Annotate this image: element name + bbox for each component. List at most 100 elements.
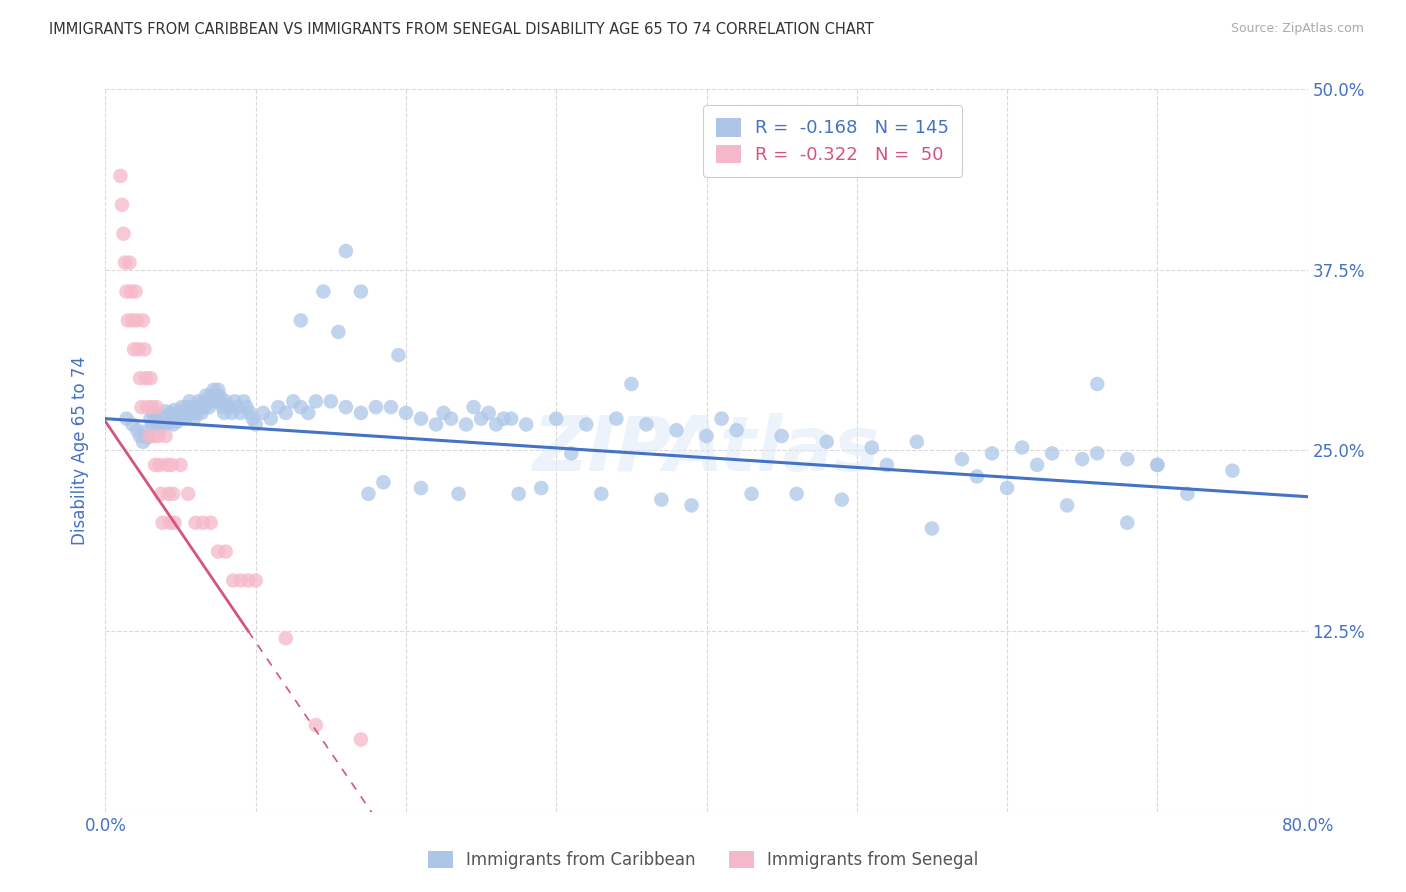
Point	[198, 400, 221, 414]
Point	[167, 406, 190, 420]
Point	[184, 400, 207, 414]
Point	[114, 255, 136, 269]
Point	[155, 404, 177, 418]
Point	[995, 481, 1018, 495]
Point	[115, 411, 138, 425]
Point	[1056, 499, 1078, 513]
Point	[305, 394, 328, 409]
Point	[186, 406, 208, 420]
Point	[136, 400, 159, 414]
Point	[184, 516, 207, 530]
Point	[470, 411, 492, 425]
Point	[1026, 458, 1049, 472]
Point	[191, 394, 214, 409]
Point	[1040, 446, 1063, 460]
Point	[120, 285, 142, 299]
Point	[212, 406, 235, 420]
Point	[905, 434, 928, 449]
Point	[245, 417, 267, 432]
Point	[162, 417, 184, 432]
Point	[163, 516, 186, 530]
Point	[138, 429, 160, 443]
Point	[860, 441, 883, 455]
Point	[267, 400, 290, 414]
Point	[201, 394, 224, 409]
Point	[132, 313, 155, 327]
Point	[173, 406, 195, 420]
Point	[153, 416, 176, 430]
Point	[202, 383, 225, 397]
Point	[207, 383, 229, 397]
Point	[425, 417, 447, 432]
Point	[1085, 376, 1108, 391]
Point	[252, 406, 274, 420]
Point	[350, 732, 373, 747]
Text: ZIPAtlas: ZIPAtlas	[533, 414, 880, 487]
Point	[160, 411, 183, 425]
Point	[166, 415, 188, 429]
Point	[226, 400, 249, 414]
Point	[1071, 452, 1094, 467]
Point	[115, 285, 138, 299]
Point	[1011, 441, 1033, 455]
Point	[118, 255, 141, 269]
Point	[373, 475, 395, 490]
Point	[1146, 458, 1168, 472]
Point	[188, 400, 211, 414]
Point	[290, 400, 312, 414]
Point	[560, 446, 582, 460]
Point	[174, 411, 197, 425]
Point	[141, 400, 163, 414]
Point	[152, 410, 174, 425]
Point	[831, 492, 853, 507]
Point	[1116, 516, 1139, 530]
Point	[200, 516, 222, 530]
Point	[157, 416, 180, 430]
Point	[121, 313, 143, 327]
Point	[274, 632, 297, 646]
Point	[409, 411, 432, 425]
Point	[650, 492, 672, 507]
Point	[148, 458, 170, 472]
Point	[725, 423, 748, 437]
Point	[139, 411, 162, 425]
Point	[357, 487, 380, 501]
Point	[110, 169, 132, 183]
Point	[478, 406, 501, 420]
Point	[142, 429, 165, 443]
Point	[283, 394, 305, 409]
Point	[176, 400, 198, 414]
Point	[380, 400, 402, 414]
Point	[508, 487, 530, 501]
Text: IMMIGRANTS FROM CARIBBEAN VS IMMIGRANTS FROM SENEGAL DISABILITY AGE 65 TO 74 COR: IMMIGRANTS FROM CARIBBEAN VS IMMIGRANTS …	[49, 22, 875, 37]
Point	[150, 487, 173, 501]
Point	[591, 487, 613, 501]
Point	[229, 574, 252, 588]
Point	[155, 429, 177, 443]
Point	[157, 487, 180, 501]
Point	[145, 418, 167, 433]
Point	[242, 411, 264, 425]
Point	[274, 406, 297, 420]
Point	[387, 348, 409, 362]
Point	[128, 343, 150, 357]
Point	[156, 410, 179, 425]
Point	[350, 285, 373, 299]
Point	[636, 417, 658, 432]
Point	[122, 343, 145, 357]
Point	[163, 403, 186, 417]
Point	[350, 406, 373, 420]
Point	[180, 400, 202, 414]
Point	[235, 400, 257, 414]
Point	[139, 371, 162, 385]
Point	[238, 574, 260, 588]
Point	[148, 415, 170, 429]
Point	[194, 400, 217, 414]
Point	[207, 544, 229, 558]
Point	[492, 411, 515, 425]
Point	[143, 413, 166, 427]
Point	[117, 313, 139, 327]
Point	[364, 400, 387, 414]
Point	[1222, 464, 1244, 478]
Point	[214, 544, 236, 558]
